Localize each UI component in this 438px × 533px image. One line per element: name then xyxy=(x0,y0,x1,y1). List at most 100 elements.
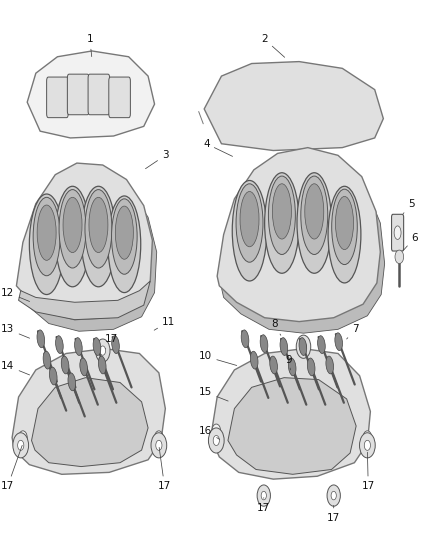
Ellipse shape xyxy=(288,358,296,376)
Ellipse shape xyxy=(395,250,404,264)
Text: 17: 17 xyxy=(158,447,171,491)
Text: 2: 2 xyxy=(261,34,285,58)
Ellipse shape xyxy=(213,435,219,446)
Ellipse shape xyxy=(257,485,270,506)
Ellipse shape xyxy=(261,491,266,500)
Ellipse shape xyxy=(108,196,141,293)
Text: 10: 10 xyxy=(199,351,237,366)
Ellipse shape xyxy=(18,440,24,450)
Ellipse shape xyxy=(272,184,291,239)
Text: 13: 13 xyxy=(1,324,30,338)
Ellipse shape xyxy=(151,433,167,458)
FancyBboxPatch shape xyxy=(109,77,131,118)
Ellipse shape xyxy=(363,431,372,445)
Text: 8: 8 xyxy=(271,319,281,335)
Ellipse shape xyxy=(89,197,108,253)
Ellipse shape xyxy=(307,358,315,376)
Polygon shape xyxy=(21,175,157,332)
Ellipse shape xyxy=(49,367,57,385)
Ellipse shape xyxy=(29,194,64,295)
Ellipse shape xyxy=(56,336,63,353)
Ellipse shape xyxy=(300,342,309,356)
Ellipse shape xyxy=(299,337,307,356)
Polygon shape xyxy=(27,51,155,138)
Ellipse shape xyxy=(99,344,107,357)
Ellipse shape xyxy=(37,330,45,348)
Ellipse shape xyxy=(81,186,116,287)
Ellipse shape xyxy=(331,491,336,500)
Text: 17: 17 xyxy=(362,452,375,491)
FancyBboxPatch shape xyxy=(88,74,110,115)
Text: 17: 17 xyxy=(327,505,340,523)
Ellipse shape xyxy=(332,189,357,264)
Ellipse shape xyxy=(68,373,76,391)
Ellipse shape xyxy=(265,173,299,273)
Polygon shape xyxy=(18,281,150,320)
Polygon shape xyxy=(32,378,148,466)
Ellipse shape xyxy=(335,333,343,351)
Ellipse shape xyxy=(112,336,119,353)
Ellipse shape xyxy=(99,356,106,374)
Ellipse shape xyxy=(74,337,82,356)
Ellipse shape xyxy=(13,433,28,458)
Text: 1: 1 xyxy=(86,34,93,56)
Ellipse shape xyxy=(95,339,110,362)
Ellipse shape xyxy=(156,440,162,450)
Ellipse shape xyxy=(326,356,334,374)
Text: 17: 17 xyxy=(257,498,270,513)
Polygon shape xyxy=(204,62,383,150)
Text: 6: 6 xyxy=(403,232,418,251)
Ellipse shape xyxy=(280,337,288,356)
Ellipse shape xyxy=(240,191,259,247)
Text: 17: 17 xyxy=(105,334,118,349)
Ellipse shape xyxy=(296,335,311,358)
Ellipse shape xyxy=(212,424,221,438)
Ellipse shape xyxy=(327,485,340,506)
Text: 15: 15 xyxy=(199,387,228,401)
Ellipse shape xyxy=(305,184,324,239)
Text: 16: 16 xyxy=(199,426,220,439)
Ellipse shape xyxy=(155,431,163,445)
Ellipse shape xyxy=(100,346,106,355)
Ellipse shape xyxy=(85,190,112,268)
Polygon shape xyxy=(12,349,166,474)
Polygon shape xyxy=(211,349,371,479)
Ellipse shape xyxy=(268,176,295,254)
Ellipse shape xyxy=(55,186,90,287)
Ellipse shape xyxy=(112,199,137,274)
Polygon shape xyxy=(16,163,152,320)
Ellipse shape xyxy=(37,205,56,260)
Polygon shape xyxy=(222,159,385,333)
Ellipse shape xyxy=(18,431,27,445)
Ellipse shape xyxy=(300,342,306,351)
Text: 5: 5 xyxy=(403,199,415,214)
Ellipse shape xyxy=(33,197,60,276)
Ellipse shape xyxy=(43,351,51,369)
Ellipse shape xyxy=(232,181,267,281)
Ellipse shape xyxy=(63,197,82,253)
Polygon shape xyxy=(217,148,380,321)
Ellipse shape xyxy=(61,356,69,374)
Ellipse shape xyxy=(328,186,361,283)
Ellipse shape xyxy=(270,356,277,374)
FancyBboxPatch shape xyxy=(67,74,89,115)
Polygon shape xyxy=(228,378,356,474)
Ellipse shape xyxy=(336,197,353,249)
Ellipse shape xyxy=(394,226,401,239)
Ellipse shape xyxy=(59,190,86,268)
Ellipse shape xyxy=(115,206,133,259)
Ellipse shape xyxy=(80,358,88,376)
Ellipse shape xyxy=(364,440,371,450)
Ellipse shape xyxy=(241,330,249,348)
Ellipse shape xyxy=(360,433,375,458)
Text: 14: 14 xyxy=(1,361,30,375)
Ellipse shape xyxy=(93,337,101,356)
Text: 12: 12 xyxy=(1,288,30,302)
Text: 9: 9 xyxy=(285,356,292,370)
Ellipse shape xyxy=(251,351,258,369)
Text: 7: 7 xyxy=(346,324,359,339)
Ellipse shape xyxy=(236,184,263,262)
Ellipse shape xyxy=(318,336,325,353)
Ellipse shape xyxy=(260,335,268,352)
Text: 4: 4 xyxy=(203,139,233,156)
